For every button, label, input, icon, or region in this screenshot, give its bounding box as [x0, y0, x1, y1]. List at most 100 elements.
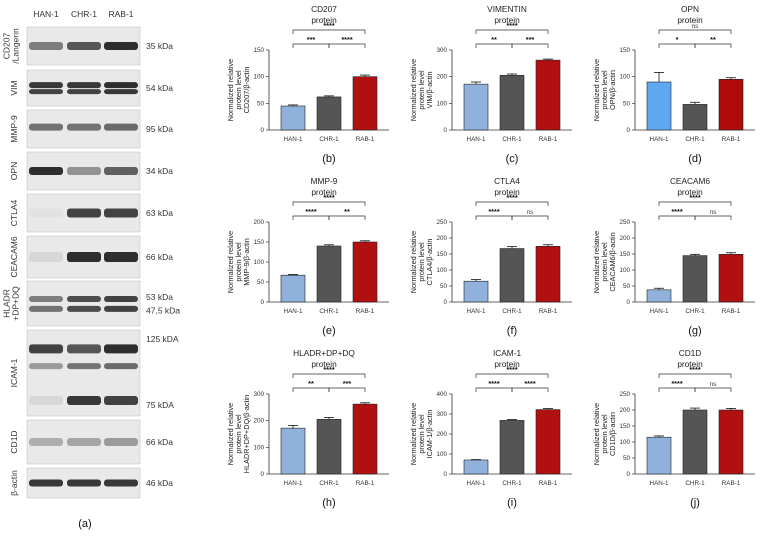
x-category-label: CHR-1	[319, 136, 339, 143]
bar-RAB-1	[352, 403, 378, 475]
y-tick-label: 50	[623, 455, 631, 462]
significance-bracket	[658, 387, 696, 392]
bar-CHR-1	[316, 419, 342, 475]
y-axis-label-line: protein level	[600, 242, 609, 282]
chart-title: CD1D	[679, 348, 702, 358]
significance-label: ***	[307, 35, 316, 44]
blot-row-label: CD1D	[9, 430, 19, 453]
significance-bracket	[658, 373, 732, 378]
kda-label: 66 kDa	[146, 252, 173, 262]
blot-row-label-text: CTLA4	[9, 200, 19, 227]
y-tick-label: 200	[436, 74, 447, 81]
y-tick-label: 50	[440, 283, 448, 290]
x-category-label: RAB-1	[722, 136, 741, 143]
significance-bracket	[328, 387, 366, 392]
blot-row-label-text: CD207	[2, 33, 12, 60]
blot-band	[67, 296, 101, 302]
y-axis-label-line: Normalized relative	[592, 231, 601, 293]
y-axis-label-line: HLADR+DP+DQ/β-actin	[242, 395, 251, 473]
blot-row-label: VIM	[9, 80, 19, 95]
significance-bracket	[475, 201, 549, 206]
y-axis-label-line: protein level	[600, 414, 609, 454]
y-axis-label-line: protein level	[417, 242, 426, 282]
chart-title: protein	[677, 187, 703, 197]
blot-band	[67, 42, 101, 50]
blot-band	[29, 305, 63, 312]
y-axis-label-line: CEACAM6/β-actin	[608, 232, 617, 291]
y-tick-label: 100	[253, 259, 264, 266]
significance-label: **	[491, 35, 497, 44]
significance-bracket	[511, 43, 549, 48]
blot-row-label-text: MMP-9	[9, 115, 19, 143]
chart-title: protein	[677, 359, 703, 369]
y-tick-label: 50	[623, 283, 631, 290]
kda-label: 75 kDA	[146, 400, 174, 410]
y-tick-label: 100	[436, 100, 447, 107]
y-axis-label-line: Normalized relative	[226, 403, 235, 465]
kda-label: 46 kDa	[146, 478, 173, 488]
significance-label: ***	[526, 35, 535, 44]
bar-CHR-1	[316, 245, 342, 303]
y-tick-label: 150	[619, 47, 630, 54]
significance-bracket	[292, 387, 330, 392]
bar-HAN-1	[646, 289, 672, 303]
kda-label: 54 kDa	[146, 83, 173, 93]
y-tick-label: 50	[257, 100, 265, 107]
chart-title: protein	[311, 187, 337, 197]
significance-bracket	[658, 29, 732, 34]
significance-label: ****	[671, 379, 683, 388]
y-tick-label: 200	[619, 235, 630, 242]
blot-band	[104, 167, 138, 175]
y-tick-label: 150	[436, 251, 447, 258]
panel-letter: (d)	[688, 153, 701, 165]
bar-RAB-1	[535, 59, 561, 131]
blot-row-label-text: ICAM-1	[9, 358, 19, 387]
y-tick-label: 100	[619, 267, 630, 274]
y-tick-label: 50	[623, 100, 631, 107]
y-axis-label-line: protein level	[600, 70, 609, 110]
significance-bracket	[475, 215, 513, 220]
y-tick-label: 300	[436, 411, 447, 418]
y-tick-label: 100	[619, 74, 630, 81]
blot-band	[104, 479, 138, 487]
significance-label: ****	[323, 21, 335, 30]
chart-title: MMP-9	[311, 176, 338, 186]
significance-label: ****	[671, 207, 683, 216]
y-tick-label: 100	[619, 439, 630, 446]
bar-RAB-1	[352, 76, 378, 131]
blot-band	[29, 208, 63, 218]
y-tick-label: 0	[626, 299, 630, 306]
y-axis-label-line: CTLA4/β-actin	[425, 239, 434, 286]
x-category-label: RAB-1	[539, 308, 558, 315]
y-axis-label: Normalized relative protein level ICAM-1/β…	[409, 403, 434, 465]
panel-letter: (b)	[322, 153, 335, 165]
y-axis-label-line: MMP-9/β-actin	[242, 238, 251, 286]
x-category-label: CHR-1	[502, 136, 522, 143]
blot-band	[67, 479, 101, 487]
significance-bracket	[292, 43, 330, 48]
blot-band	[67, 89, 101, 95]
x-category-label: HAN-1	[650, 136, 669, 143]
significance-label: ****	[488, 207, 500, 216]
y-axis-label-line: Normalized relative	[226, 231, 235, 293]
y-tick-label: 150	[253, 47, 264, 54]
blot-band	[104, 208, 138, 218]
blot-band	[29, 42, 63, 50]
x-category-label: RAB-1	[539, 480, 558, 487]
significance-bracket	[328, 43, 366, 48]
bar-CHR-1	[499, 420, 525, 475]
lane-label: CHR-1	[71, 9, 97, 19]
kda-label: 63 kDa	[146, 208, 173, 218]
x-category-label: CHR-1	[685, 480, 705, 487]
bar-RAB-1	[535, 246, 561, 303]
blot-row-label: MMP-9	[9, 115, 19, 143]
y-axis-label: Normalized relative protein level CEACAM6/…	[592, 231, 617, 293]
significance-bracket	[694, 43, 732, 48]
chart-title: OPN	[681, 4, 699, 14]
blot-band	[104, 89, 138, 95]
y-tick-label: 400	[436, 391, 447, 398]
